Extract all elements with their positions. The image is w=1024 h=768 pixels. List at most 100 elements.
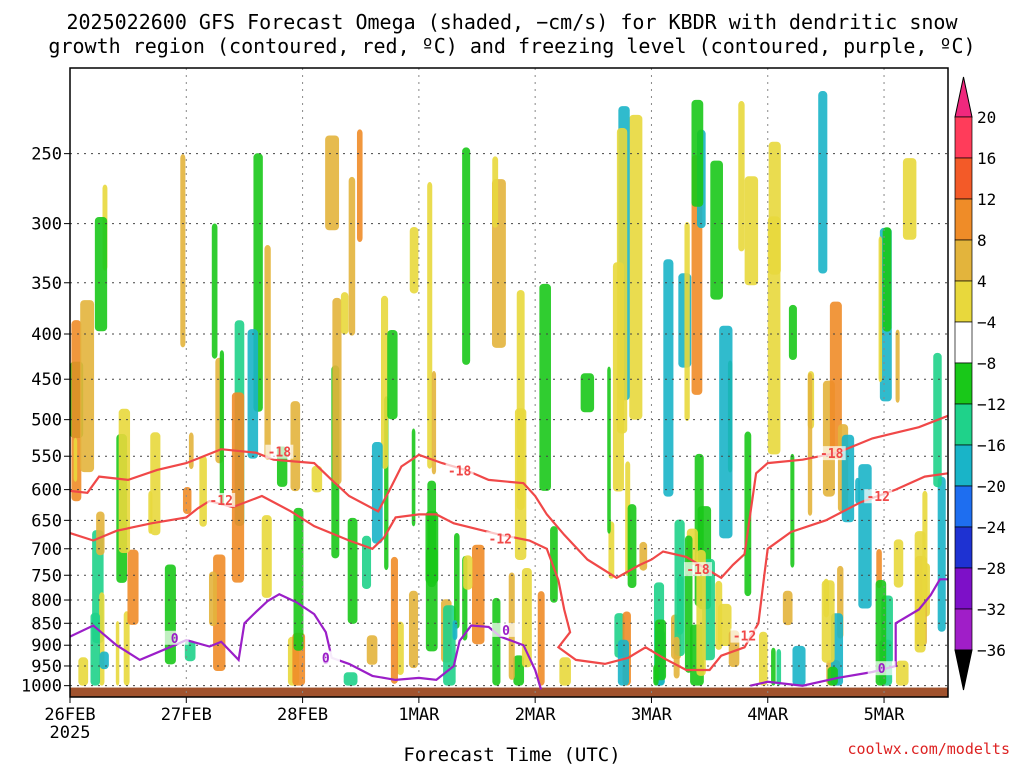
omega-shade-cell xyxy=(537,591,545,686)
omega-shade-cell xyxy=(471,544,485,645)
colorbar-band xyxy=(954,157,973,200)
contour-label: -12 xyxy=(489,532,512,547)
omega-shade-cell xyxy=(127,549,139,625)
omega-shade-cell xyxy=(827,666,838,686)
y-tick-label: 500 xyxy=(31,411,62,431)
omega-shade-cell xyxy=(776,648,782,686)
omega-shade-cell xyxy=(876,548,882,589)
omega-shade-cell xyxy=(123,611,130,686)
contour-0-2 xyxy=(69,592,543,690)
y-tick-label: 350 xyxy=(31,274,62,294)
omega-shade-cell xyxy=(608,521,615,579)
y-tick-label: 1000 xyxy=(21,677,62,697)
y-tick-label: 300 xyxy=(31,215,62,235)
contour-label-bg xyxy=(207,492,236,507)
omega-shade-cell xyxy=(340,292,349,335)
colorbar-label: −16 xyxy=(977,436,1006,455)
omega-shade-cell xyxy=(261,515,272,598)
x-tick-year-label: 2025 xyxy=(50,723,91,743)
colorbar-band xyxy=(954,239,973,282)
omega-shade-cell xyxy=(409,226,419,294)
x-tick-label: 5MAR xyxy=(864,705,906,725)
omega-shade-cell xyxy=(782,590,793,626)
omega-shade-cell xyxy=(858,464,872,609)
omega-shade-cell xyxy=(188,432,194,470)
omega-shade-cell xyxy=(150,432,161,536)
contour-label: -18 xyxy=(268,446,292,461)
contour-label: -18 xyxy=(686,563,710,578)
colorbar-band xyxy=(954,608,973,651)
omega-shade-cell xyxy=(361,535,372,589)
colorbar-label: 16 xyxy=(977,149,996,168)
omega-shading xyxy=(70,91,946,686)
omega-shade-cell xyxy=(895,329,900,403)
omega-shade-cell xyxy=(513,655,525,686)
x-tick-label: 3MAR xyxy=(631,705,673,725)
omega-shade-cell xyxy=(118,408,131,554)
omega-shade-cell xyxy=(829,301,842,459)
omega-shade-cell xyxy=(718,603,732,647)
omega-shade-cell xyxy=(663,259,674,497)
colorbar-label: −8 xyxy=(977,354,996,373)
colorbar-band xyxy=(954,444,973,487)
y-tick-label: 850 xyxy=(31,614,62,634)
omega-shade-cell xyxy=(347,517,358,624)
contour-label: 0 xyxy=(322,652,330,667)
contour-label-bg xyxy=(486,531,515,546)
omega-shade-cell xyxy=(396,621,404,676)
contour-label: -12 xyxy=(209,494,232,509)
contour-label: 0 xyxy=(878,662,886,677)
colorbar-label: −28 xyxy=(977,559,1006,578)
omega-shade-cell xyxy=(452,620,458,641)
colorbar-label: −12 xyxy=(977,395,1006,414)
terrain-ground xyxy=(70,687,948,697)
omega-shade-cell xyxy=(767,216,781,455)
plot-frame xyxy=(69,67,949,698)
omega-shade-cell xyxy=(738,101,745,252)
omega-shade-cell xyxy=(411,428,416,527)
omega-shade-cell xyxy=(387,329,398,420)
y-tick-label: 600 xyxy=(31,481,62,501)
omega-shade-cell xyxy=(264,245,271,460)
omega-shade-cell xyxy=(790,453,795,568)
contour-label-bg xyxy=(445,463,474,478)
contour-label-bg xyxy=(864,489,893,504)
omega-shade-cell xyxy=(366,635,378,665)
omega-shade-cell xyxy=(148,490,153,534)
contour-label: -18 xyxy=(820,447,844,462)
omega-shade-cell xyxy=(290,401,301,492)
contour-minus12-1 xyxy=(69,472,949,672)
chart-title-line-1: 2025022600 GFS Forecast Omega (shaded, −… xyxy=(66,10,958,34)
omega-shade-cell xyxy=(78,657,89,686)
y-tick-label: 800 xyxy=(31,591,62,611)
y-tick-label: 750 xyxy=(31,566,62,586)
omega-shade-cell xyxy=(390,556,398,684)
omega-shade-cell xyxy=(293,507,304,651)
omega-shade-cell xyxy=(80,300,95,473)
omega-shade-cell xyxy=(937,476,946,632)
omega-shade-cell xyxy=(744,176,759,286)
colorbar-label: −4 xyxy=(977,313,996,332)
y-tick-label: 550 xyxy=(31,447,62,467)
colorbar-band xyxy=(954,567,973,610)
omega-shade-cell xyxy=(550,526,558,603)
omega-shade-cell xyxy=(684,222,690,421)
omega-shade-cell xyxy=(696,550,706,676)
y-tick-label: 250 xyxy=(31,145,62,165)
contour-label-bg xyxy=(817,446,846,461)
omega-shade-cell xyxy=(821,580,835,663)
omega-shade-cell xyxy=(492,156,499,228)
omega-shade-cell xyxy=(208,571,217,627)
omega-shade-cell xyxy=(771,647,776,686)
omega-shade-cell xyxy=(788,304,797,361)
colorbar-label: 12 xyxy=(977,190,996,209)
colorbar-band xyxy=(954,198,973,241)
omega-shade-cell xyxy=(454,532,460,629)
omega-shade-cell xyxy=(219,350,225,506)
omega-shade-cell xyxy=(758,631,768,686)
omega-shade-cell xyxy=(639,541,648,571)
omega-shade-cell xyxy=(580,373,595,413)
omega-shade-cell xyxy=(768,141,781,275)
omega-shade-cell xyxy=(408,590,419,669)
